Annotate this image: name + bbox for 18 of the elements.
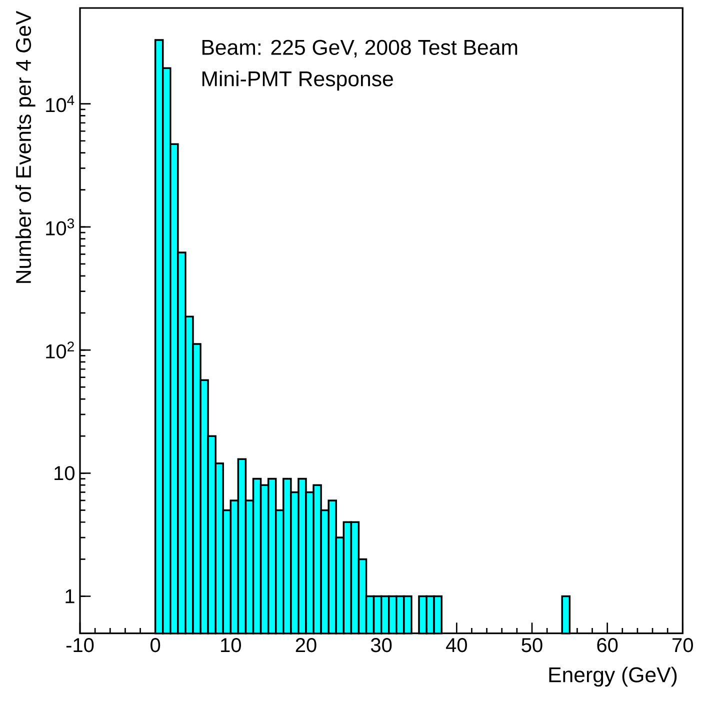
x-tick-label: 10 — [221, 638, 241, 652]
y-tick-label: 10$^{3}$ — [46, 218, 74, 236]
x-tick-label: 20 — [296, 638, 316, 652]
x-tick-label: 40 — [446, 638, 467, 652]
x-axis-title: Energy (GeV) — [549, 666, 677, 687]
x-tick-label: 30 — [370, 638, 392, 652]
y-tick-label: 10 — [54, 466, 74, 480]
y-tick-label: 10$^{2}$ — [46, 342, 74, 358]
x-tick-label: 0 — [150, 638, 160, 652]
x-tick-label: 70 — [672, 638, 693, 652]
x-tick-label: -10 — [66, 638, 94, 652]
x-tick-label: 60 — [597, 638, 618, 652]
annotation: Mini-PMT Response — [202, 70, 393, 91]
x-tick-label: 50 — [522, 638, 542, 652]
y-tick-label: 1 — [66, 589, 74, 604]
annotation: Beam: 225 GeV, 2008 Test Beam — [202, 40, 518, 58]
y-axis-title: Number of Events per 4 GeV — [15, 10, 36, 283]
y-tick-label: 10$^{4}$ — [46, 95, 74, 112]
